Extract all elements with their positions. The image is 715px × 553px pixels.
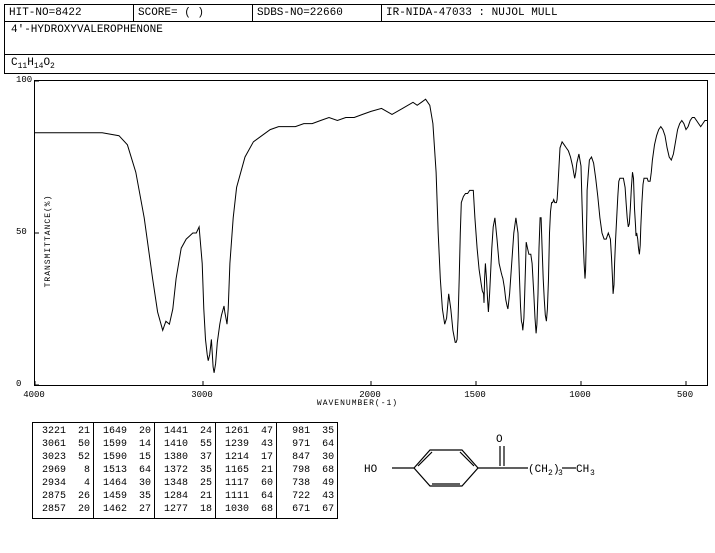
x-tick: 4000	[23, 390, 45, 400]
svg-text:(CH: (CH	[528, 464, 548, 476]
peak-entry: 1284 21	[158, 490, 212, 503]
molecular-formula: C11H14O2	[4, 55, 715, 74]
sdbs-no: SDBS-NO=22660	[253, 5, 382, 21]
svg-text:3: 3	[558, 469, 563, 478]
peak-entry: 1380 37	[158, 451, 212, 464]
peak-entry: 981 35	[280, 425, 334, 438]
y-tick: 0	[16, 379, 21, 389]
peak-column: 3221 21 3061 50 3023 52 2969 8 2934 4 28…	[32, 422, 93, 519]
peak-entry: 1441 24	[158, 425, 212, 438]
svg-text:3: 3	[590, 469, 595, 478]
peak-entry: 1372 35	[158, 464, 212, 477]
bottom-panel: 3221 21 3061 50 3023 52 2969 8 2934 4 28…	[4, 422, 715, 519]
peak-entry: 2875 26	[36, 490, 90, 503]
svg-text:HO: HO	[364, 464, 378, 476]
peak-entry: 1111 64	[219, 490, 273, 503]
x-tick: 3000	[191, 390, 213, 400]
peak-entry: 671 67	[280, 503, 334, 516]
peak-entry: 1464 30	[97, 477, 151, 490]
score: SCORE= ( )	[134, 5, 253, 21]
peak-entry: 3061 50	[36, 438, 90, 451]
peak-entry: 1277 18	[158, 503, 212, 516]
peak-entry: 1599 14	[97, 438, 151, 451]
peak-entry: 1462 27	[97, 503, 151, 516]
peak-column: 1261 47 1239 43 1214 17 1165 21 1117 60 …	[215, 422, 276, 519]
svg-text:O: O	[496, 434, 503, 446]
hit-no: HIT-NO=8422	[5, 5, 134, 21]
y-tick: 100	[16, 75, 32, 85]
ir-spectrum-chart: TRANSMITTANCE(%) 050100 4000300020001500…	[4, 76, 711, 406]
compound-name: 4'-HYDROXYVALEROPHENONE	[4, 22, 715, 55]
plot-area	[34, 80, 708, 386]
peak-entry: 1590 15	[97, 451, 151, 464]
peak-entry: 1214 17	[219, 451, 273, 464]
peak-entry: 2857 20	[36, 503, 90, 516]
header-row: HIT-NO=8422 SCORE= ( ) SDBS-NO=22660 IR-…	[4, 4, 715, 22]
ir-info: IR-NIDA-47033 : NUJOL MULL	[382, 5, 715, 21]
peak-entry: 1410 55	[158, 438, 212, 451]
x-tick: 1500	[464, 390, 486, 400]
peak-column: 1441 24 1410 55 1380 37 1372 35 1348 25 …	[154, 422, 215, 519]
peak-entry: 1165 21	[219, 464, 273, 477]
peak-entry: 738 49	[280, 477, 334, 490]
peak-entry: 722 43	[280, 490, 334, 503]
structure-svg: HO O (CH 2 ) 3 CH 3	[356, 422, 596, 514]
x-tick: 1000	[569, 390, 591, 400]
x-axis-label: WAVENUMBER(-1)	[317, 399, 398, 408]
peak-column: 981 35 971 64 847 30 798 68 738 49 722 4…	[276, 422, 338, 519]
peak-entry: 2969 8	[36, 464, 90, 477]
molecular-structure: HO O (CH 2 ) 3 CH 3	[356, 422, 715, 519]
peak-entry: 847 30	[280, 451, 334, 464]
svg-text:CH: CH	[576, 464, 589, 476]
peak-entry: 1348 25	[158, 477, 212, 490]
peak-entry: 1239 43	[219, 438, 273, 451]
spectrum-line	[35, 81, 707, 385]
y-tick: 50	[16, 227, 27, 237]
peak-entry: 798 68	[280, 464, 334, 477]
peak-entry: 1261 47	[219, 425, 273, 438]
peak-entry: 1459 35	[97, 490, 151, 503]
x-tick: 500	[677, 390, 693, 400]
peak-column: 1649 20 1599 14 1590 15 1513 64 1464 30 …	[93, 422, 154, 519]
peak-entry: 1030 68	[219, 503, 273, 516]
peak-table: 3221 21 3061 50 3023 52 2969 8 2934 4 28…	[32, 422, 338, 519]
peak-entry: 3221 21	[36, 425, 90, 438]
peak-entry: 1649 20	[97, 425, 151, 438]
peak-entry: 1513 64	[97, 464, 151, 477]
peak-entry: 2934 4	[36, 477, 90, 490]
peak-entry: 971 64	[280, 438, 334, 451]
peak-entry: 3023 52	[36, 451, 90, 464]
peak-entry: 1117 60	[219, 477, 273, 490]
